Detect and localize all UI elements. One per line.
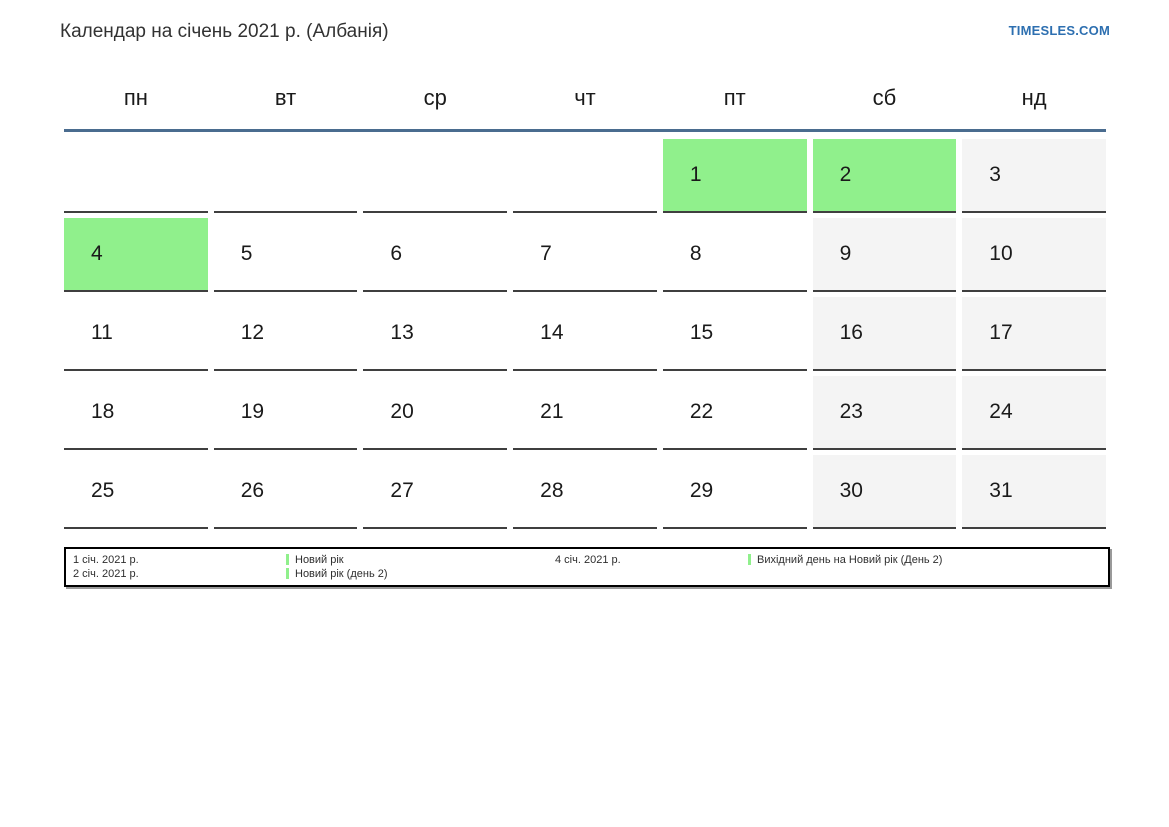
- day-cell-4: 4: [64, 218, 208, 292]
- weekday-header-пн: пн: [123, 85, 148, 110]
- weekday-header-сб: сб: [872, 85, 897, 110]
- legend-label: Новий рік (день 2): [295, 568, 388, 580]
- day-number: 31: [989, 479, 1013, 502]
- calendar-grid: 1 2 3 4 5 6 7 8 9 10 11 12 13 14 15 16 17 18 19 20 21 22 23 24 2…: [64, 139, 1106, 529]
- holiday-marker-icon: [286, 554, 289, 565]
- day-number: 15: [689, 321, 714, 344]
- day-number: 25: [91, 479, 115, 502]
- day-number: 6: [390, 242, 403, 265]
- day-number: 10: [989, 242, 1013, 265]
- day-cell-24: 24: [962, 376, 1106, 450]
- day-number: 5: [240, 242, 253, 265]
- day-cell-15: 15: [662, 297, 807, 371]
- day-number: 7: [540, 242, 552, 265]
- day-cell-3: 3: [962, 139, 1106, 213]
- day-cell-25: 25: [64, 455, 208, 529]
- day-number: 4: [91, 242, 103, 265]
- weekday-header-row: пн вт ср чт пт сб нд: [64, 75, 1106, 121]
- day-cell-27: 27: [363, 455, 508, 529]
- day-number: 29: [689, 479, 714, 502]
- legend-label: Вихідний день на Новий рік (День 2): [757, 554, 943, 566]
- holiday-legend: 1 січ. 2021 р. 2 січ. 2021 р. Новий рік …: [64, 547, 1110, 587]
- day-cell-12: 12: [213, 297, 358, 371]
- day-cell-26: 26: [213, 455, 358, 529]
- day-number: 11: [91, 321, 113, 344]
- header-divider: [64, 129, 1106, 132]
- day-cell-30: 30: [812, 455, 957, 529]
- day-cell-21: 21: [513, 376, 657, 450]
- day-cell-empty: [363, 139, 508, 213]
- day-cell-1: 1: [662, 139, 807, 213]
- day-cell-23: 23: [812, 376, 957, 450]
- day-cell-17: 17: [962, 297, 1106, 371]
- day-number: 14: [540, 321, 564, 344]
- day-number: 21: [540, 400, 564, 423]
- legend-dates-column: 1 січ. 2021 р. 2 січ. 2021 р.: [73, 553, 286, 581]
- day-cell-empty: [64, 139, 208, 213]
- holiday-marker-icon: [748, 554, 751, 565]
- day-number: 9: [839, 242, 852, 265]
- legend-date: 2 січ. 2021 р.: [73, 568, 139, 580]
- legend-item: Вихідний день на Новий рік (День 2): [748, 553, 1108, 567]
- day-number: 23: [839, 400, 863, 423]
- legend-names-column: Новий рік Новий рік (день 2): [286, 553, 555, 581]
- day-number: 28: [540, 479, 564, 502]
- weekday-header-нд: нд: [1021, 85, 1047, 110]
- day-cell-28: 28: [513, 455, 657, 529]
- day-cell-22: 22: [662, 376, 807, 450]
- day-number: 30: [839, 479, 863, 502]
- weekday-header-вт: вт: [274, 85, 297, 110]
- day-cell-8: 8: [662, 218, 807, 292]
- day-number: 19: [240, 400, 265, 423]
- day-number: 3: [989, 163, 1001, 186]
- day-number: 2: [839, 163, 852, 186]
- day-number: 17: [989, 321, 1013, 344]
- day-number: 18: [91, 400, 115, 423]
- day-cell-29: 29: [662, 455, 807, 529]
- day-number: 13: [390, 321, 414, 344]
- day-number: 27: [390, 479, 414, 502]
- day-cell-empty: [513, 139, 657, 213]
- day-cell-7: 7: [513, 218, 657, 292]
- day-cell-6: 6: [363, 218, 508, 292]
- day-cell-20: 20: [363, 376, 508, 450]
- day-number: 16: [839, 321, 863, 344]
- day-cell-5: 5: [213, 218, 358, 292]
- topbar: Календар на січень 2021 р. (Албанія) TIM…: [60, 20, 1110, 44]
- legend-item: Новий рік (день 2): [286, 567, 555, 581]
- calendar: пн вт ср чт пт сб нд 1 2 3 4 5 6 7 8 9 10 11 12 13 14 15 16 17…: [64, 75, 1110, 587]
- legend-names-column: Вихідний день на Новий рік (День 2): [748, 553, 1108, 567]
- legend-date: 4 січ. 2021 р.: [555, 554, 621, 566]
- day-cell-31: 31: [962, 455, 1106, 529]
- day-cell-empty: [213, 139, 358, 213]
- day-number: 12: [240, 321, 265, 344]
- day-cell-11: 11: [64, 297, 208, 371]
- day-number: 24: [989, 400, 1013, 423]
- weekday-header-пт: пт: [723, 85, 746, 110]
- page-title: Календар на січень 2021 р. (Албанія): [60, 21, 389, 42]
- day-cell-16: 16: [812, 297, 957, 371]
- legend-label: Новий рік: [295, 554, 344, 566]
- day-number: 8: [689, 242, 702, 265]
- day-number: 1: [689, 163, 702, 186]
- day-cell-10: 10: [962, 218, 1106, 292]
- day-cell-2: 2: [812, 139, 957, 213]
- day-cell-14: 14: [513, 297, 657, 371]
- day-number: 20: [390, 400, 414, 423]
- day-number: 26: [240, 479, 265, 502]
- holiday-marker-icon: [286, 568, 289, 579]
- day-cell-19: 19: [213, 376, 358, 450]
- legend-date: 1 січ. 2021 р.: [73, 554, 139, 566]
- legend-dates-column: 4 січ. 2021 р.: [555, 553, 748, 567]
- weekday-header-ср: ср: [423, 85, 447, 110]
- day-number: 22: [689, 400, 714, 423]
- day-cell-9: 9: [812, 218, 957, 292]
- day-cell-18: 18: [64, 376, 208, 450]
- weekday-header-чт: чт: [574, 85, 596, 110]
- site-link[interactable]: TIMESLES.COM: [1008, 23, 1110, 38]
- legend-item: Новий рік: [286, 553, 555, 567]
- day-cell-13: 13: [363, 297, 508, 371]
